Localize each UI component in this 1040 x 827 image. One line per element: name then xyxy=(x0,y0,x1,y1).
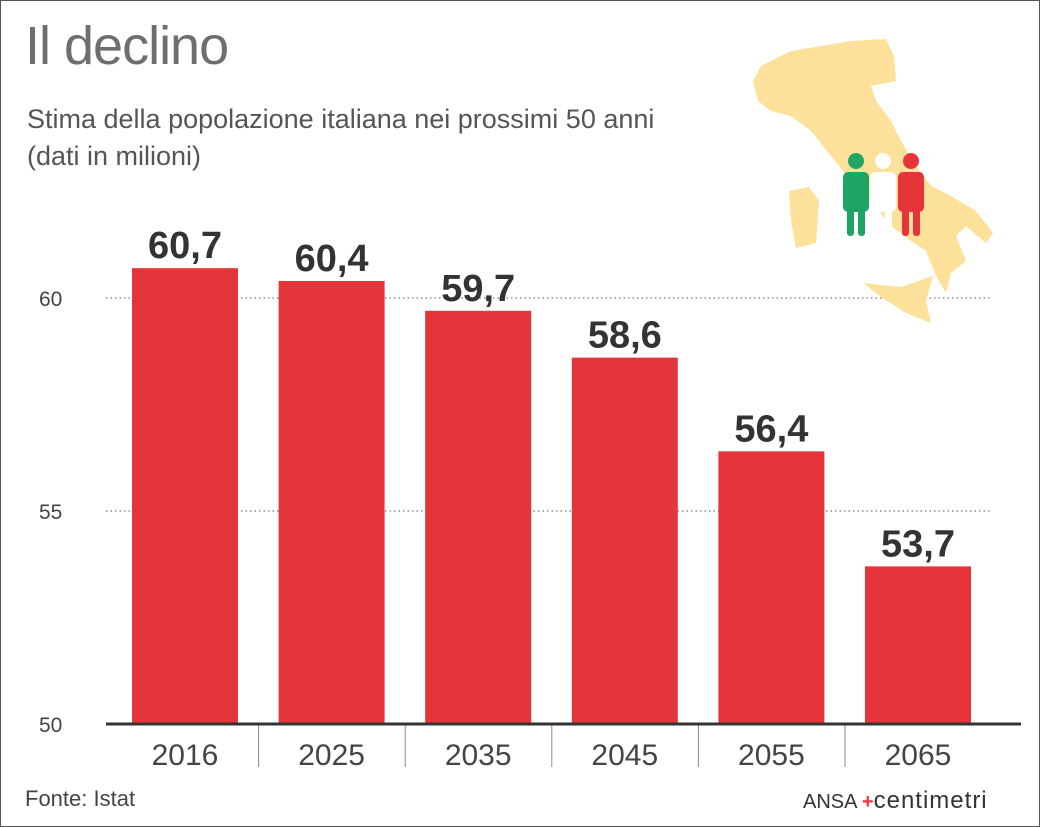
y-tick-label: 50 xyxy=(39,714,62,737)
bar-2065 xyxy=(865,566,971,724)
ansa-centimetri-logo: ANSA +centimetri xyxy=(803,787,988,814)
subtitle-line-2: (dati in milioni) xyxy=(27,141,202,171)
bar-2045 xyxy=(571,357,678,724)
x-tick-label: 2065 xyxy=(885,739,952,772)
x-tick-label: 2045 xyxy=(591,739,658,772)
y-tick-label: 55 xyxy=(39,501,62,524)
chart-subtitle: Stima della popolazione italiana nei pro… xyxy=(27,101,654,175)
data-label: 59,7 xyxy=(441,268,515,310)
data-label: 60,4 xyxy=(295,238,369,280)
person-icon xyxy=(898,153,924,236)
x-tick-label: 2016 xyxy=(152,739,219,772)
bar-2035 xyxy=(425,310,532,724)
bar-2025 xyxy=(278,280,385,724)
data-label: 60,7 xyxy=(148,225,222,267)
x-tick-label: 2025 xyxy=(298,739,365,772)
italy-map-icon xyxy=(753,39,993,323)
people-icon xyxy=(843,153,924,236)
bar-2016 xyxy=(132,268,238,724)
x-tick-label: 2035 xyxy=(445,739,512,772)
source-note: Fonte: Istat xyxy=(25,786,136,811)
bar-2055 xyxy=(718,451,825,724)
y-tick-label: 60 xyxy=(39,288,62,311)
x-tick-label: 2055 xyxy=(738,739,805,772)
chart-title: Il declino xyxy=(25,16,229,76)
data-label: 53,7 xyxy=(881,523,955,565)
data-label: 58,6 xyxy=(588,315,662,357)
data-label: 56,4 xyxy=(734,408,808,450)
person-icon xyxy=(843,153,869,236)
subtitle-line-1: Stima della popolazione italiana nei pro… xyxy=(27,104,655,134)
person-icon xyxy=(870,153,896,236)
